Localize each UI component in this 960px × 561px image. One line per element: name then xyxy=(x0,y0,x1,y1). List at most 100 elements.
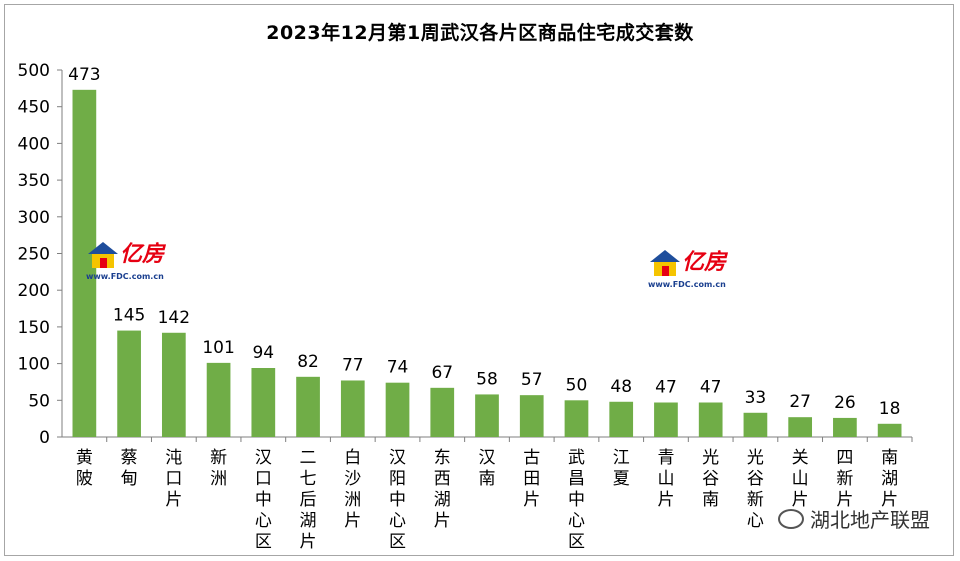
data-label: 142 xyxy=(158,308,190,328)
bar xyxy=(698,402,723,437)
bar xyxy=(564,400,589,437)
chart-title: 2023年12月第1周武汉各片区商品住宅成交套数 xyxy=(266,22,694,44)
category-label-char: 田 xyxy=(523,469,540,489)
category-label-char: 口 xyxy=(255,469,272,489)
category-label-char: 新 xyxy=(836,469,853,489)
category-label-char: 山 xyxy=(792,469,809,489)
category-label-char: 关 xyxy=(792,448,809,468)
category-label-char: 阳 xyxy=(389,469,406,489)
category-label-char: 白 xyxy=(344,448,361,468)
category-label-char: 新 xyxy=(747,490,764,510)
data-label: 145 xyxy=(113,306,145,326)
house-icon xyxy=(88,242,118,268)
category-label-char: 区 xyxy=(255,532,272,552)
y-tick-label: 500 xyxy=(18,61,50,81)
category-label-char: 东 xyxy=(434,448,451,468)
data-label: 77 xyxy=(342,355,364,375)
y-tick-label: 0 xyxy=(39,428,50,448)
data-label: 33 xyxy=(745,388,767,408)
y-tick-label: 200 xyxy=(18,281,50,301)
category-label-char: 谷 xyxy=(702,469,719,489)
category-label-char: 片 xyxy=(300,532,317,552)
category-label-char: 沙 xyxy=(344,469,361,489)
category-label-char: 光 xyxy=(702,448,719,468)
logo-name: 亿房 xyxy=(120,242,165,267)
data-label: 473 xyxy=(68,65,100,85)
category-label-char: 汉 xyxy=(479,448,496,468)
y-tick-label: 250 xyxy=(18,245,50,265)
category-label-char: 沌 xyxy=(165,448,182,468)
house-icon xyxy=(650,250,680,276)
category-label-char: 心 xyxy=(568,511,585,531)
category-label-char: 心 xyxy=(255,511,272,531)
bar xyxy=(833,417,857,437)
category-label-char: 西 xyxy=(434,469,451,489)
data-label: 48 xyxy=(610,377,632,397)
category-label-char: 古 xyxy=(523,448,540,468)
category-label-char: 中 xyxy=(255,490,272,510)
data-label: 58 xyxy=(476,369,498,389)
category-label-char: 新 xyxy=(210,448,227,468)
logo-url: www.FDC.com.cn xyxy=(86,272,164,281)
category-label-char: 谷 xyxy=(747,469,764,489)
social-watermark: 湖北地产联盟 xyxy=(778,504,930,533)
data-label: 50 xyxy=(566,375,588,395)
chart-frame xyxy=(4,4,954,556)
data-label: 47 xyxy=(700,378,722,398)
data-label: 67 xyxy=(431,363,453,383)
category-label-char: 片 xyxy=(344,511,361,531)
category-label-char: 片 xyxy=(523,490,540,510)
y-tick-label: 150 xyxy=(18,318,50,338)
bar xyxy=(519,395,544,437)
logo-name: 亿房 xyxy=(682,250,727,275)
bar xyxy=(609,401,634,437)
category-label-char: 夏 xyxy=(613,469,630,489)
bar xyxy=(743,412,768,437)
y-tick-label: 100 xyxy=(18,355,50,375)
bar xyxy=(788,417,813,437)
social-watermark-text: 湖北地产联盟 xyxy=(810,508,930,532)
category-label-char: 南 xyxy=(881,448,898,468)
bar xyxy=(430,387,455,437)
category-label-char: 洲 xyxy=(210,469,227,489)
category-label-char: 区 xyxy=(389,532,406,552)
category-label-char: 黄 xyxy=(76,448,93,468)
category-label-char: 汉 xyxy=(389,448,406,468)
category-label-char: 武 xyxy=(568,448,585,468)
data-label: 26 xyxy=(834,393,856,413)
data-label: 101 xyxy=(202,338,234,358)
category-label-char: 南 xyxy=(479,469,496,489)
category-label-char: 片 xyxy=(657,490,674,510)
category-label-char: 片 xyxy=(836,490,853,510)
category-label-char: 湖 xyxy=(300,511,317,531)
category-label-char: 洲 xyxy=(344,490,361,510)
bar xyxy=(296,376,320,437)
bar xyxy=(340,380,365,437)
category-label-char: 区 xyxy=(568,532,585,552)
y-tick-label: 400 xyxy=(18,134,50,154)
category-label-char: 江 xyxy=(613,448,630,468)
y-tick-label: 300 xyxy=(18,208,50,228)
category-label-char: 后 xyxy=(300,490,317,510)
category-label-char: 中 xyxy=(389,490,406,510)
bar xyxy=(206,362,231,437)
category-label-char: 中 xyxy=(568,490,585,510)
bar xyxy=(251,368,276,437)
category-label-char: 心 xyxy=(389,511,406,531)
category-label-char: 片 xyxy=(881,490,898,510)
category-label-char: 口 xyxy=(165,469,182,489)
category-label-char: 四 xyxy=(836,448,853,468)
y-tick-label: 50 xyxy=(28,391,50,411)
category-label-char: 蔡 xyxy=(121,448,138,468)
bar xyxy=(877,423,902,437)
bar xyxy=(161,332,186,437)
bar xyxy=(385,382,410,437)
bar xyxy=(654,402,678,437)
category-label-char: 昌 xyxy=(568,469,585,489)
category-label-char: 山 xyxy=(657,469,674,489)
category-label-char: 陂 xyxy=(76,469,93,489)
category-label-char: 甸 xyxy=(121,469,138,489)
data-label: 94 xyxy=(252,343,274,363)
category-label-char: 七 xyxy=(300,469,317,489)
